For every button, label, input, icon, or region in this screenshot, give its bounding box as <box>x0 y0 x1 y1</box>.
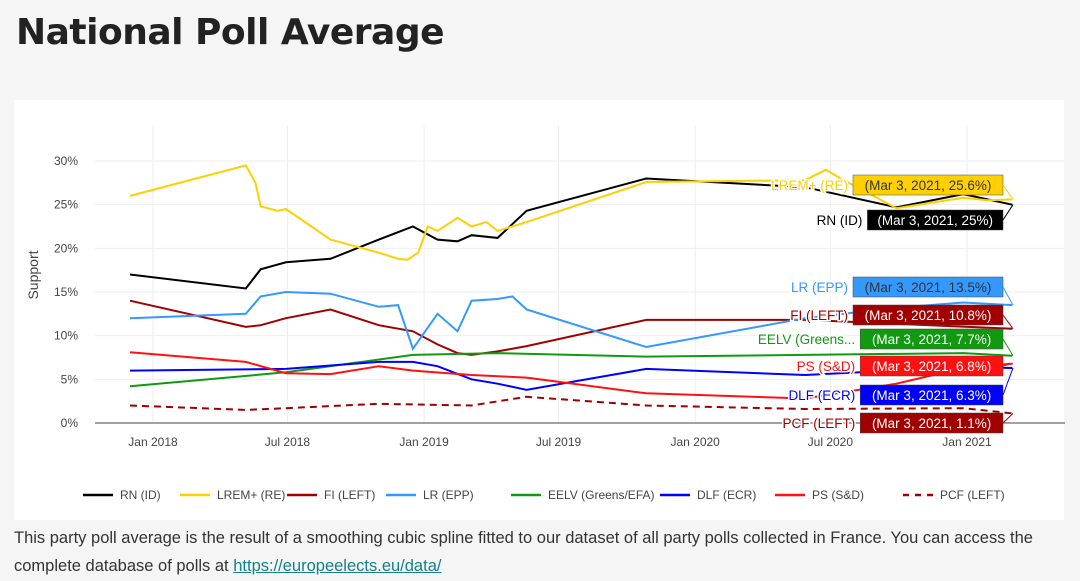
hover-label-name: FI (LEFT) <box>790 308 848 323</box>
x-tick-label: Jan 2020 <box>670 435 720 449</box>
legend-item: RN (ID) <box>120 488 161 502</box>
series-line-dlf <box>129 360 1013 391</box>
description-text: This party poll average is the result of… <box>14 529 1033 575</box>
series-line-lrem <box>129 164 1013 261</box>
y-tick-label: 0% <box>61 416 79 430</box>
y-tick-label: 30% <box>54 154 78 168</box>
legend-item: PS (S&D) <box>812 488 864 502</box>
hover-label-pointer <box>1002 338 1014 357</box>
hover-label-name: PS (S&D) <box>797 359 856 374</box>
y-axis-title: Support <box>25 250 41 299</box>
data-link[interactable]: https://europeelects.eu/data/ <box>233 557 442 575</box>
legend-item: DLF (ECR) <box>697 488 756 502</box>
page-title: National Poll Average <box>16 12 445 53</box>
hover-label-pointer <box>1002 367 1014 396</box>
y-tick-label: 15% <box>54 285 78 299</box>
series-line-pcf <box>129 395 1013 415</box>
chart-description: This party poll average is the result of… <box>14 524 1074 580</box>
legend-item: LR (EPP) <box>423 488 474 502</box>
hover-label-name: DLF (ECR) <box>788 388 855 403</box>
y-tick-label: 20% <box>54 241 78 255</box>
hover-label-value: (Mar 3, 2021, 6.3%) <box>872 388 991 403</box>
hover-label-name: LR (EPP) <box>791 280 848 295</box>
x-tick-label: Jan 2018 <box>128 435 178 449</box>
x-tick-label: Jan 2021 <box>942 435 992 449</box>
series-line-eelv <box>129 352 1013 388</box>
hover-label-pointer <box>1002 286 1014 306</box>
y-tick-label: 25% <box>54 198 78 212</box>
x-tick-label: Jul 2018 <box>265 435 311 449</box>
x-tick-label: Jul 2019 <box>536 435 582 449</box>
x-tick-label: Jan 2019 <box>399 435 449 449</box>
hover-label-pointer <box>1002 204 1014 221</box>
hover-label-value: (Mar 3, 2021, 7.7%) <box>872 332 991 347</box>
legend-item: LREM+ (RE) <box>217 488 285 502</box>
hover-label-value: (Mar 3, 2021, 13.5%) <box>865 280 992 295</box>
legend-item: PCF (LEFT) <box>940 488 1005 502</box>
series-line-rn <box>129 177 1013 290</box>
legend-item: EELV (Greens/EFA) <box>548 488 654 502</box>
series-line-lr <box>129 290 1013 351</box>
hover-label-name: LREM+ (RE) <box>771 178 848 193</box>
hover-label-value: (Mar 3, 2021, 25%) <box>877 213 993 228</box>
hover-label-name: RN (ID) <box>817 213 863 228</box>
hover-label-value: (Mar 3, 2021, 25.6%) <box>865 178 992 193</box>
hover-label-name: PCF (LEFT) <box>782 416 855 431</box>
hover-label-pointer <box>1002 363 1014 367</box>
x-tick-label: Jul 2020 <box>808 435 854 449</box>
y-tick-label: 5% <box>61 372 79 386</box>
hover-label-pointer <box>1002 413 1014 424</box>
hover-label-value: (Mar 3, 2021, 6.8%) <box>872 359 991 374</box>
hover-label-pointer <box>1002 184 1014 200</box>
legend-item: FI (LEFT) <box>324 488 375 502</box>
hover-label-value: (Mar 3, 2021, 1.1%) <box>872 416 991 431</box>
hover-label-pointer <box>1002 314 1014 329</box>
series-line-ps <box>129 351 1013 400</box>
series-line-fi <box>129 299 1013 356</box>
hover-label-value: (Mar 3, 2021, 10.8%) <box>865 308 992 323</box>
hover-label-name: EELV (Greens... <box>758 332 855 347</box>
y-tick-label: 10% <box>54 329 78 343</box>
